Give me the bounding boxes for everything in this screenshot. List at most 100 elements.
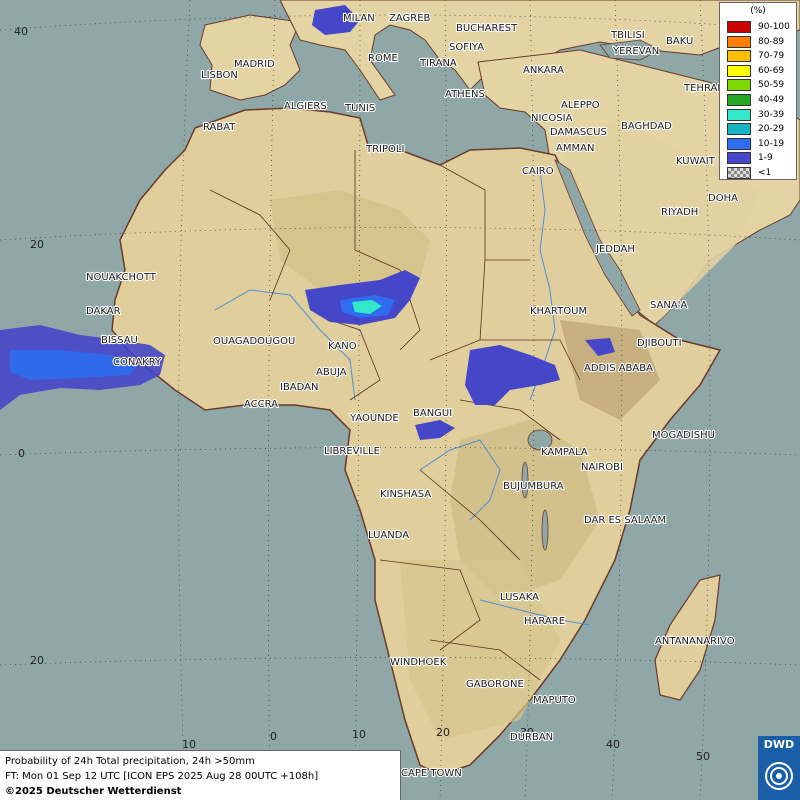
legend-label: 70-79 [758,51,785,62]
city-label: KANO [328,341,357,352]
city-label: RABAT [203,122,236,133]
city-label: ACCRA [244,399,278,410]
city-labels: MILAN ZAGREB BUCHAREST TBILISI BAKU YERE… [85,12,739,780]
city-label: BUCHAREST [456,23,518,34]
city-label: TIRANA [419,58,457,69]
city-label: OUAGADOUGOU [213,336,295,347]
precip-area-ethiopia [585,338,615,356]
city-label: GABORONE [466,679,524,690]
info-title: Probability of 24h Total precipitation, … [5,756,255,767]
lon-label: 30 [520,726,534,739]
city-label: DAKAR [86,306,121,317]
legend-swatch [727,137,751,150]
city-label: KHARTOUM [530,306,587,317]
city-label: DURBAN [510,732,553,743]
city-label: ANKARA [523,65,564,76]
precip-area-south-sudan [465,345,560,405]
city-label: KUWAIT [676,156,716,167]
city-label: ALGIERS [284,101,327,112]
city-label: NICOSIA [531,113,573,124]
lon-label: 10 [352,728,366,741]
city-label: BAGHDAD [621,121,672,132]
legend-label: 90-100 [758,22,790,32]
lon-label: 50 [696,750,710,763]
city-label: BAKU [666,36,693,47]
legend-label: 1-9 [758,153,773,164]
city-label: BISSAU [101,335,138,346]
lat-label: 20 [30,238,44,251]
legend-swatch [727,21,751,33]
city-label: TRIPOLI [365,144,404,155]
info-copyright: ©2025 Deutscher Wetterdienst [5,786,182,797]
city-label: KAMPALA [541,447,588,458]
lat-label: 40 [14,25,28,38]
lat-label: 0 [18,447,25,460]
legend-swatch [727,35,751,48]
city-label: CAIRO [522,166,554,177]
rivers [214,169,591,626]
city-label: YAOUNDE [349,413,399,424]
city-label: WINDHOEK [390,657,447,668]
legend-swatch [727,152,751,165]
precip-area-niger-chad-core [352,300,382,314]
city-label: ZAGREB [389,13,431,24]
dwd-logo-text: DWD [763,738,795,751]
legend-label: 40-49 [758,95,785,105]
city-label: LISBON [201,70,238,81]
city-label: RIYADH [661,207,698,218]
city-label: TEHRAN [683,83,725,94]
lat-label: 20 [30,654,44,667]
legend-label: 10-19 [758,138,785,149]
info-box: Probability of 24h Total precipitation, … [0,750,401,800]
city-label: ABUJA [316,367,347,378]
city-label: LUSAKA [500,592,539,603]
lon-label: 0 [270,730,277,743]
city-label: ALEPPO [561,100,600,111]
grid-labels: 40 20 0 20 10 0 10 20 30 40 50 [14,25,710,763]
info-forecast-time: FT: Mon 01 Sep 12 UTC [ICON EPS 2025 Aug… [5,771,319,782]
city-label: MADRID [234,59,275,70]
legend-label: 30-39 [758,109,785,120]
water-bodies [364,39,661,551]
city-label: ANTANANARIVO [655,636,735,647]
legend-swatch [727,123,751,136]
city-label: SANA'A [650,300,687,311]
city-label: SOFIYA [449,42,484,53]
city-label: NAIROBI [581,462,623,473]
legend-title: (%) [750,6,766,16]
city-label: JEDDAH [595,244,635,255]
legend-label: 80-89 [758,36,785,47]
city-label: ATHENS [445,89,485,100]
precip-area-atlantic-core [10,350,140,380]
city-label: DAMASCUS [550,127,607,138]
legend-label: <1 [758,168,772,178]
city-label: DOHA [708,193,738,204]
lon-label: 20 [436,726,450,739]
dwd-logo: DWD [758,736,800,800]
legend-swatch [727,108,751,121]
legend-swatch [727,167,751,179]
city-label: MOGADISHU [652,430,715,441]
precip-area-congo [415,420,455,440]
legend-swatch [727,50,751,63]
city-label: MAPUTO [533,695,576,706]
legend-label: 50-59 [758,80,785,91]
city-label: CAPE TOWN [401,768,462,779]
city-label: BUJUMBURA [503,481,564,492]
city-label: YEREVAN [612,46,659,57]
legend-box: (%) 90-100 80-89 70-79 60-69 50-59 40-49 30-39… [719,2,797,180]
city-label: NOUAKCHOTT [86,272,157,283]
africa-land [111,107,722,776]
legend-swatch [727,64,751,77]
city-label: LUANDA [368,530,409,541]
city-label: TUNIS [344,103,375,114]
city-label: LIBREVILLE [324,446,380,457]
legend-label: 20-29 [758,124,785,135]
city-label: DJIBOUTI [637,338,682,349]
city-label: DAR ES SALAAM [584,515,666,526]
city-label: IBADAN [280,382,319,393]
precipitation-areas [0,5,615,440]
city-label: AMMAN [556,143,594,154]
